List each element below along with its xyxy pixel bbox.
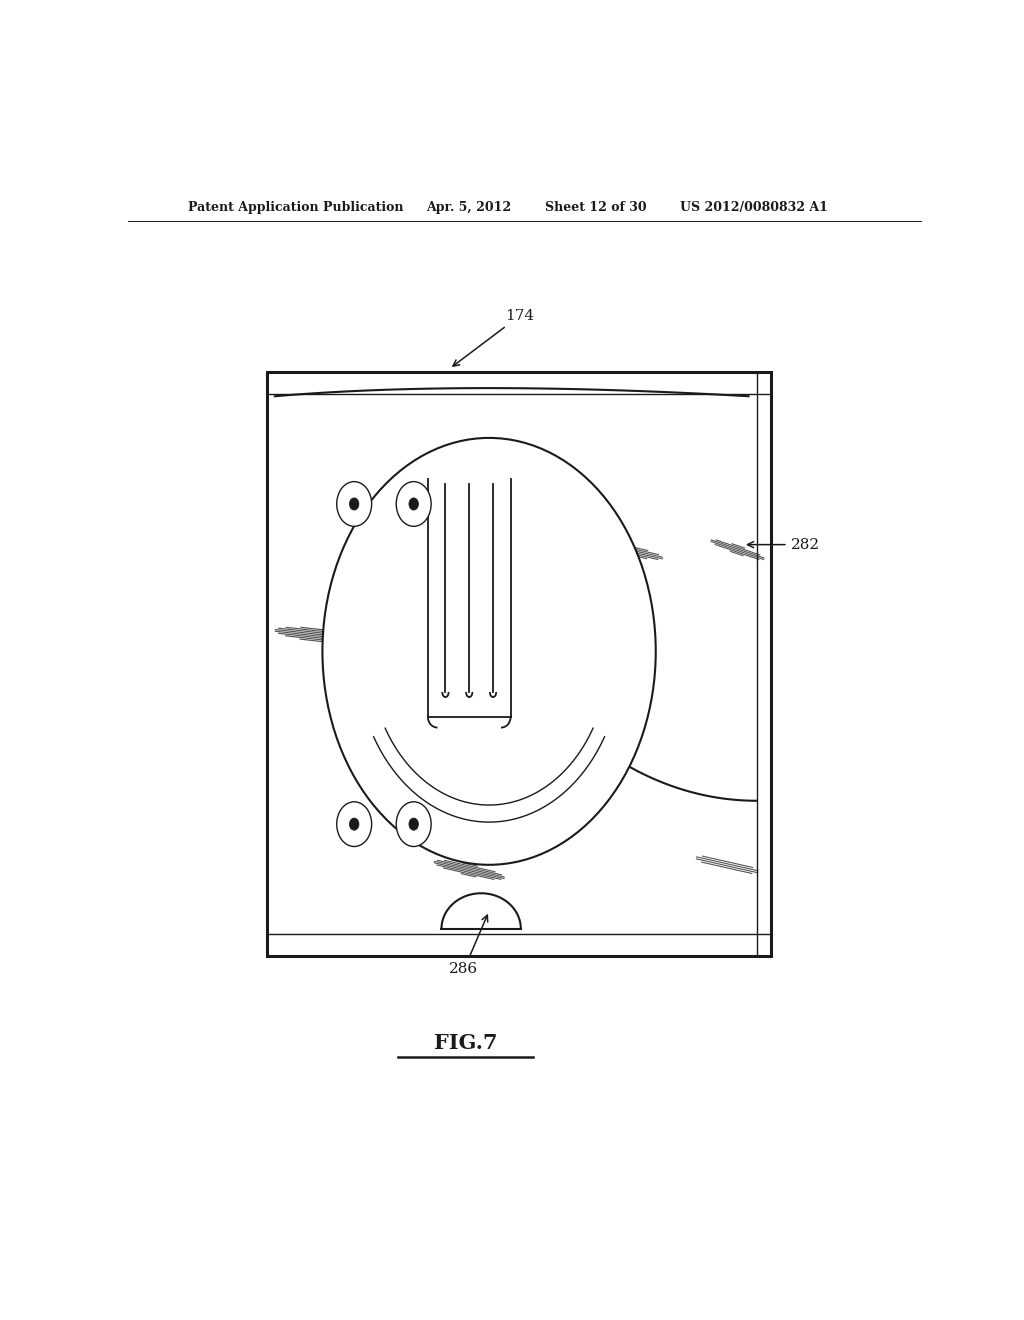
Text: 284: 284: [588, 726, 645, 766]
Circle shape: [409, 818, 419, 830]
Circle shape: [337, 801, 372, 846]
Text: 174: 174: [453, 309, 535, 366]
Text: FIG.7: FIG.7: [433, 1032, 497, 1052]
Text: US 2012/0080832 A1: US 2012/0080832 A1: [680, 201, 827, 214]
Text: Patent Application Publication: Patent Application Publication: [187, 201, 403, 214]
Circle shape: [349, 498, 359, 510]
Text: 286: 286: [450, 915, 487, 977]
Circle shape: [396, 801, 431, 846]
Circle shape: [396, 482, 431, 527]
Text: Apr. 5, 2012: Apr. 5, 2012: [426, 201, 511, 214]
Text: 282: 282: [748, 537, 820, 552]
Circle shape: [349, 818, 359, 830]
Text: Sheet 12 of 30: Sheet 12 of 30: [545, 201, 646, 214]
Circle shape: [337, 482, 372, 527]
Bar: [267, 372, 771, 956]
Circle shape: [323, 438, 655, 865]
Circle shape: [409, 498, 419, 510]
